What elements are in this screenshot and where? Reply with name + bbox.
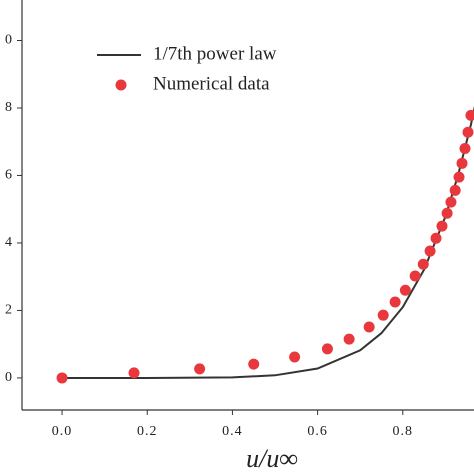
data-point xyxy=(445,196,457,208)
data-point xyxy=(449,184,461,196)
data-point xyxy=(343,333,355,345)
data-point xyxy=(430,232,442,244)
y-tick-label: 0 xyxy=(5,370,13,385)
data-point xyxy=(128,367,140,379)
data-point xyxy=(377,309,389,321)
y-tick-label: 8 xyxy=(5,100,13,115)
data-point xyxy=(409,270,421,282)
y-tick-label: 0 xyxy=(5,33,13,48)
data-point xyxy=(465,109,474,121)
data-point xyxy=(453,171,465,183)
legend-label: Numerical data xyxy=(153,73,270,94)
x-tick-label: 0.2 xyxy=(137,424,158,439)
y-tick-label: 2 xyxy=(5,303,13,318)
data-point xyxy=(363,321,375,333)
data-point xyxy=(459,142,471,154)
power-law-line xyxy=(62,105,474,379)
data-point xyxy=(399,284,411,296)
data-point xyxy=(417,258,429,270)
legend-label: 1/7th power law xyxy=(153,43,277,64)
data-point xyxy=(56,372,68,384)
x-tick-label: 0.6 xyxy=(307,424,328,439)
y-tick-label: 6 xyxy=(5,168,13,183)
x-tick-label: 0.4 xyxy=(222,424,243,439)
data-point xyxy=(462,126,474,138)
x-tick-label: 0.8 xyxy=(393,424,414,439)
data-point xyxy=(456,157,468,169)
x-tick-label: 0.0 xyxy=(52,424,73,439)
x-axis-label: u/u∞ xyxy=(246,444,298,473)
y-tick-label: 4 xyxy=(5,235,13,250)
data-point xyxy=(436,220,448,232)
data-point xyxy=(389,296,401,308)
data-point xyxy=(424,245,436,257)
legend-marker xyxy=(115,79,127,91)
data-point xyxy=(321,343,333,355)
data-point xyxy=(289,351,301,363)
data-point xyxy=(248,358,260,370)
data-point xyxy=(194,363,206,375)
data-point xyxy=(441,207,453,219)
